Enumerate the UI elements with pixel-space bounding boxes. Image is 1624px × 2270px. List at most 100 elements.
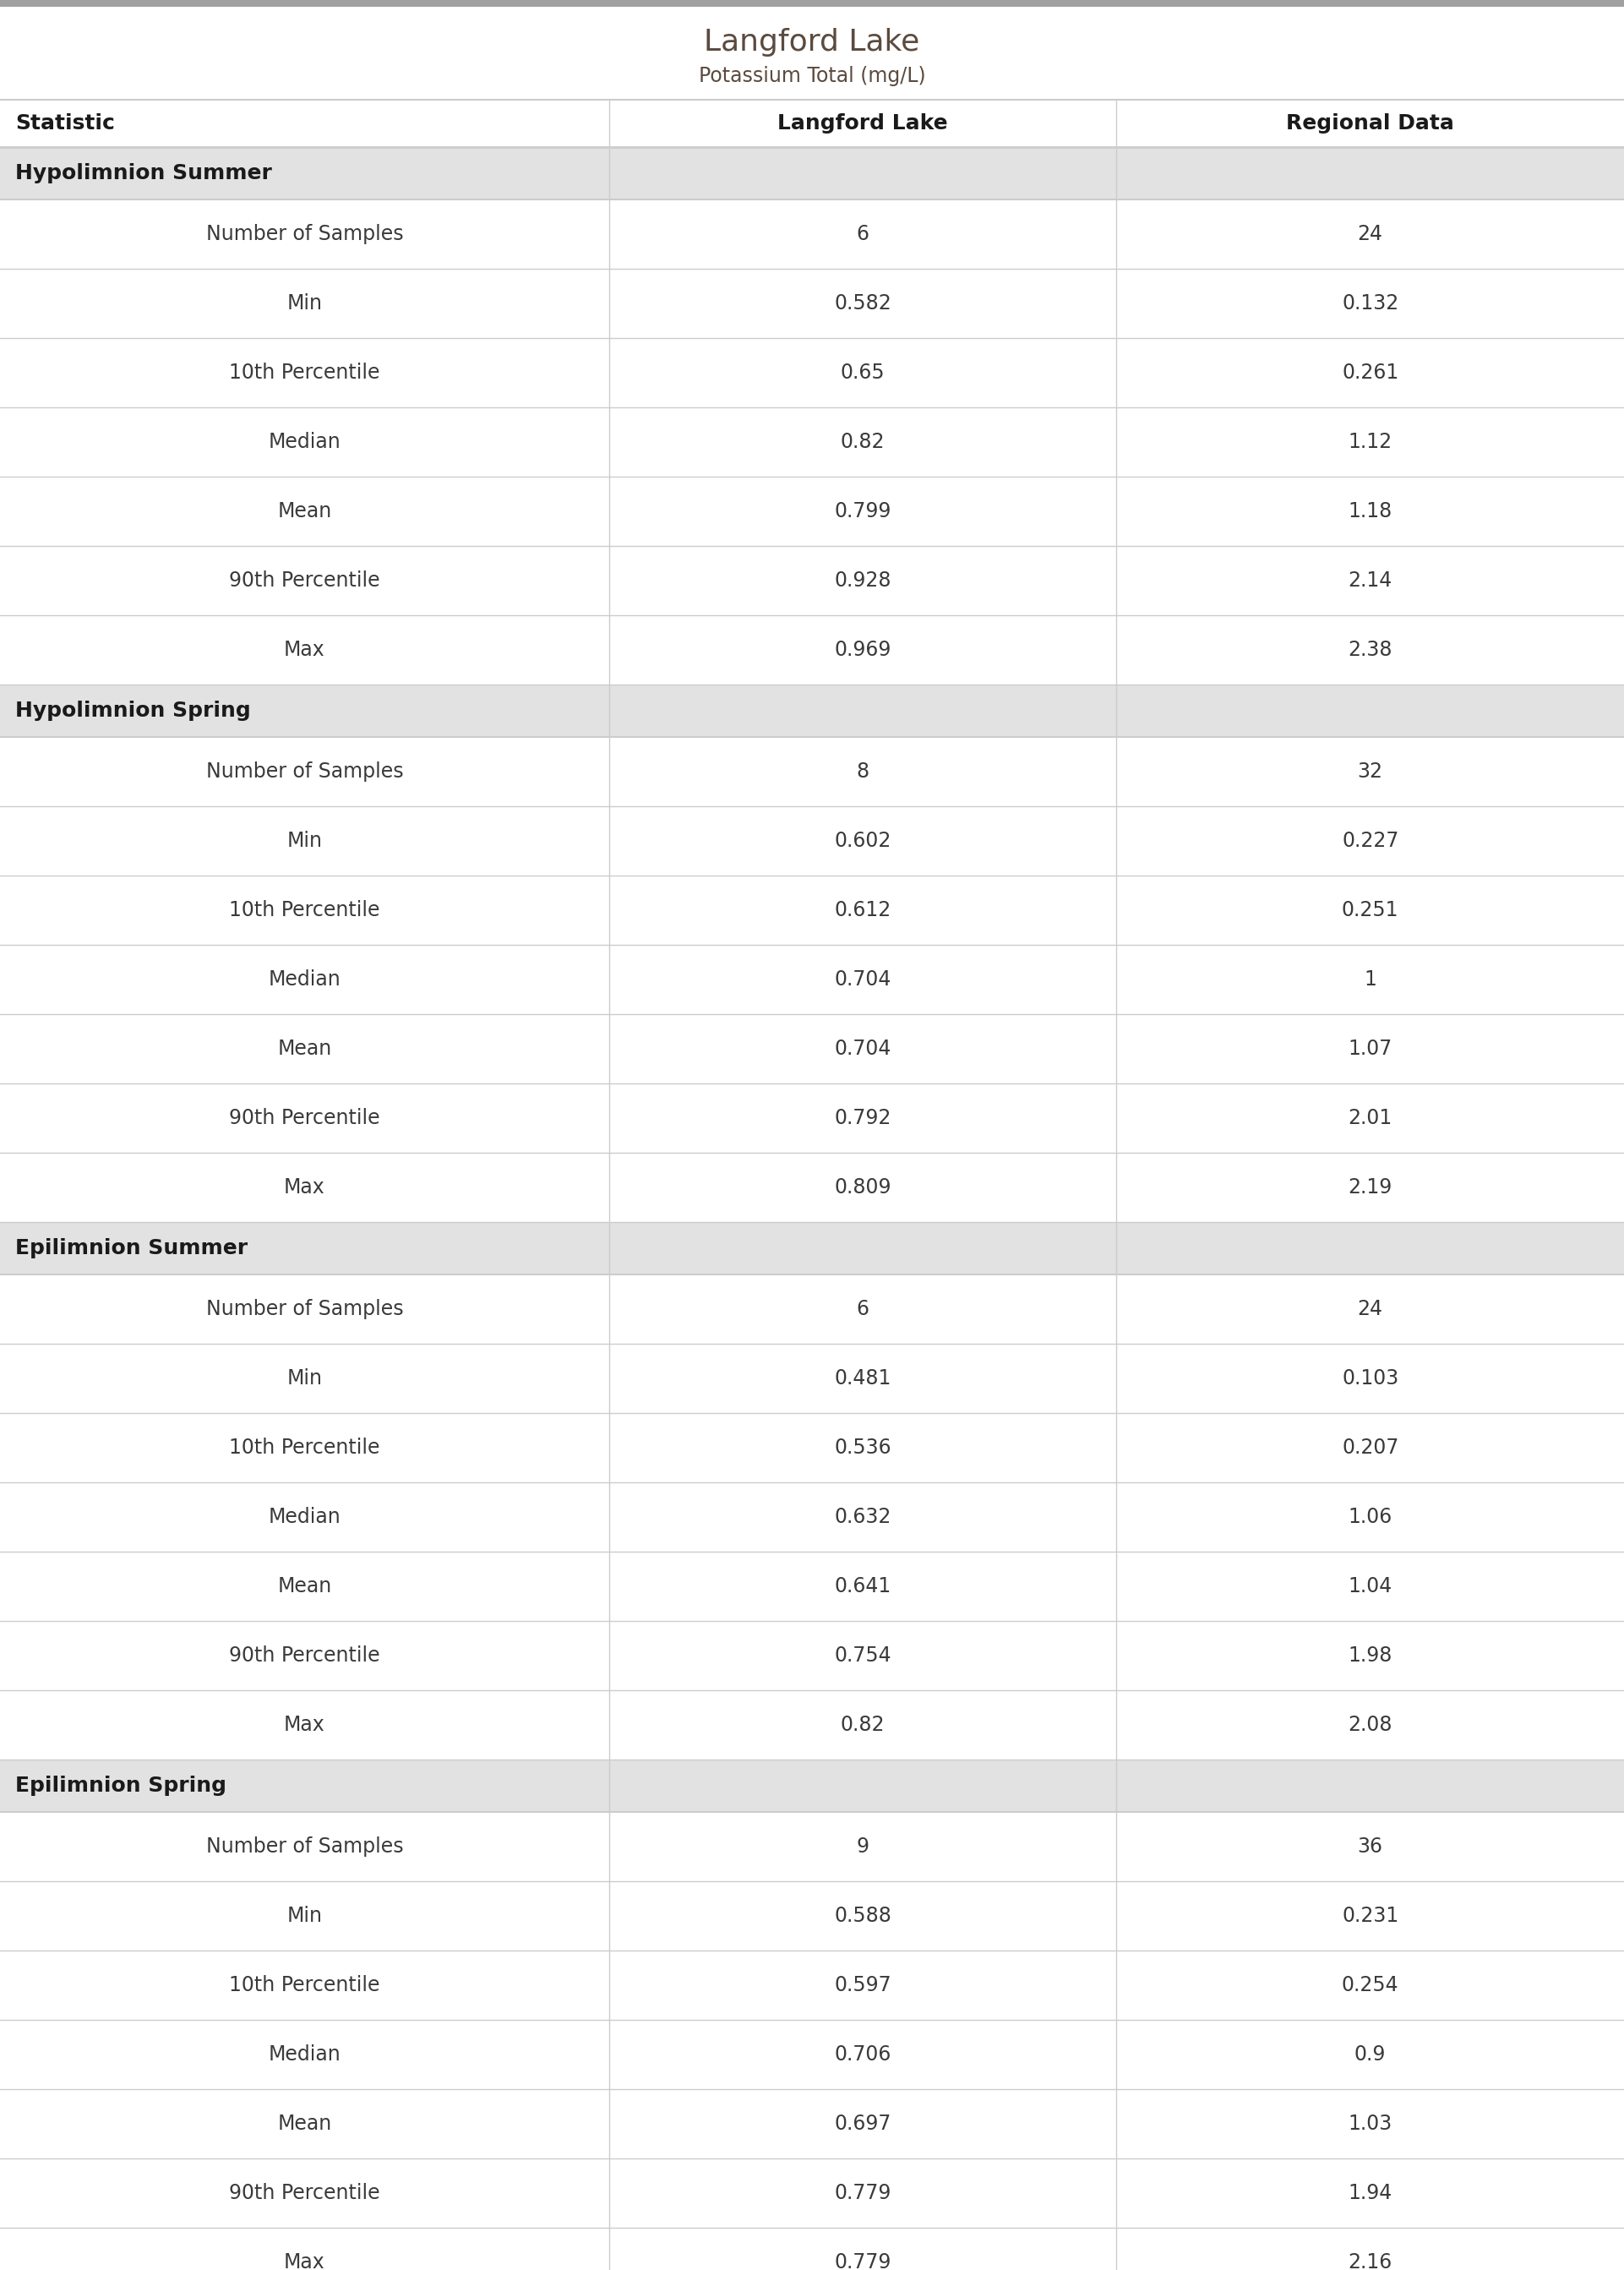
Text: Median: Median	[268, 969, 341, 990]
Text: 0.928: 0.928	[835, 570, 892, 590]
Text: 0.779: 0.779	[835, 2252, 892, 2270]
Bar	[0, 1621, 1624, 1691]
Text: 0.632: 0.632	[835, 1507, 892, 1528]
Text: 1.06: 1.06	[1348, 1507, 1392, 1528]
Text: Max: Max	[284, 1714, 325, 1734]
Bar	[0, 615, 1624, 686]
Bar	[0, 1691, 1624, 1759]
Text: Statistic: Statistic	[15, 114, 115, 134]
Text: Epilimnion Summer: Epilimnion Summer	[15, 1237, 248, 1258]
Text: 0.9: 0.9	[1354, 2045, 1385, 2066]
Bar	[0, 1344, 1624, 1412]
Text: 0.706: 0.706	[835, 2045, 892, 2066]
Bar	[0, 1950, 1624, 2020]
Text: Regional Data: Regional Data	[1286, 114, 1453, 134]
Bar	[0, 338, 1624, 406]
Text: Epilimnion Spring: Epilimnion Spring	[15, 1775, 226, 1796]
Text: Min: Min	[287, 1907, 322, 1925]
Text: 0.697: 0.697	[835, 2113, 892, 2134]
Text: 1.07: 1.07	[1348, 1040, 1392, 1058]
Text: 2.38: 2.38	[1348, 640, 1392, 661]
Text: 1: 1	[1364, 969, 1377, 990]
Text: 0.641: 0.641	[835, 1575, 892, 1596]
Bar	[0, 0, 1624, 7]
Text: Median: Median	[268, 2045, 341, 2066]
Text: 2.16: 2.16	[1348, 2252, 1392, 2270]
Text: 32: 32	[1358, 760, 1384, 781]
Text: 0.103: 0.103	[1341, 1369, 1398, 1389]
Text: 0.704: 0.704	[835, 969, 892, 990]
Text: Median: Median	[268, 431, 341, 452]
Text: 0.227: 0.227	[1341, 831, 1398, 851]
Bar	[0, 2088, 1624, 2159]
Bar	[0, 686, 1624, 738]
Text: 0.602: 0.602	[835, 831, 892, 851]
Text: 90th Percentile: 90th Percentile	[229, 1108, 380, 1128]
Text: 1.94: 1.94	[1348, 2184, 1392, 2204]
Text: Hypolimnion Spring: Hypolimnion Spring	[15, 701, 250, 722]
Text: 0.754: 0.754	[835, 1646, 892, 1666]
Text: 0.588: 0.588	[835, 1907, 892, 1925]
Text: 2.14: 2.14	[1348, 570, 1392, 590]
Bar	[0, 268, 1624, 338]
Bar	[0, 1482, 1624, 1553]
Bar	[0, 7, 1624, 100]
Text: 24: 24	[1358, 1298, 1384, 1319]
Text: 1.04: 1.04	[1348, 1575, 1392, 1596]
Text: Langford Lake: Langford Lake	[705, 27, 919, 57]
Text: 0.251: 0.251	[1341, 901, 1398, 919]
Text: 0.536: 0.536	[835, 1437, 892, 1457]
Bar	[0, 806, 1624, 876]
Text: 0.809: 0.809	[835, 1178, 892, 1199]
Bar	[0, 1153, 1624, 1221]
Text: 90th Percentile: 90th Percentile	[229, 2184, 380, 2204]
Text: 10th Percentile: 10th Percentile	[229, 901, 380, 919]
Bar	[0, 1811, 1624, 1882]
Bar	[0, 738, 1624, 806]
Text: Mean: Mean	[278, 502, 331, 522]
Text: Number of Samples: Number of Samples	[206, 225, 403, 245]
Text: 10th Percentile: 10th Percentile	[229, 1437, 380, 1457]
Text: 2.01: 2.01	[1348, 1108, 1392, 1128]
Text: Max: Max	[284, 1178, 325, 1199]
Text: Max: Max	[284, 640, 325, 661]
Bar	[0, 1759, 1624, 1811]
Bar	[0, 547, 1624, 615]
Bar	[0, 2227, 1624, 2270]
Bar	[0, 1882, 1624, 1950]
Text: 0.481: 0.481	[835, 1369, 892, 1389]
Text: 1.18: 1.18	[1348, 502, 1392, 522]
Text: 6: 6	[856, 1298, 869, 1319]
Text: 0.82: 0.82	[841, 1714, 885, 1734]
Text: Langford Lake: Langford Lake	[778, 114, 948, 134]
Text: 0.597: 0.597	[835, 1975, 892, 1995]
Text: Number of Samples: Number of Samples	[206, 760, 403, 781]
Bar	[0, 477, 1624, 547]
Text: 90th Percentile: 90th Percentile	[229, 1646, 380, 1666]
Text: 1.98: 1.98	[1348, 1646, 1392, 1666]
Text: Median: Median	[268, 1507, 341, 1528]
Bar	[0, 1273, 1624, 1344]
Text: 0.792: 0.792	[835, 1108, 892, 1128]
Text: 1.03: 1.03	[1348, 2113, 1392, 2134]
Text: 0.65: 0.65	[841, 363, 885, 384]
Text: Min: Min	[287, 1369, 322, 1389]
Text: Min: Min	[287, 831, 322, 851]
Text: 6: 6	[856, 225, 869, 245]
Bar	[0, 1412, 1624, 1482]
Text: 8: 8	[856, 760, 869, 781]
Text: Number of Samples: Number of Samples	[206, 1836, 403, 1857]
Text: 24: 24	[1358, 225, 1384, 245]
Text: Hypolimnion Summer: Hypolimnion Summer	[15, 163, 271, 184]
Text: 0.231: 0.231	[1341, 1907, 1398, 1925]
Text: 36: 36	[1358, 1836, 1384, 1857]
Bar	[0, 1083, 1624, 1153]
Text: Mean: Mean	[278, 2113, 331, 2134]
Text: Number of Samples: Number of Samples	[206, 1298, 403, 1319]
Bar	[0, 100, 1624, 148]
Text: Max: Max	[284, 2252, 325, 2270]
Bar	[0, 200, 1624, 268]
Bar	[0, 1015, 1624, 1083]
Text: 0.612: 0.612	[835, 901, 892, 919]
Text: 0.779: 0.779	[835, 2184, 892, 2204]
